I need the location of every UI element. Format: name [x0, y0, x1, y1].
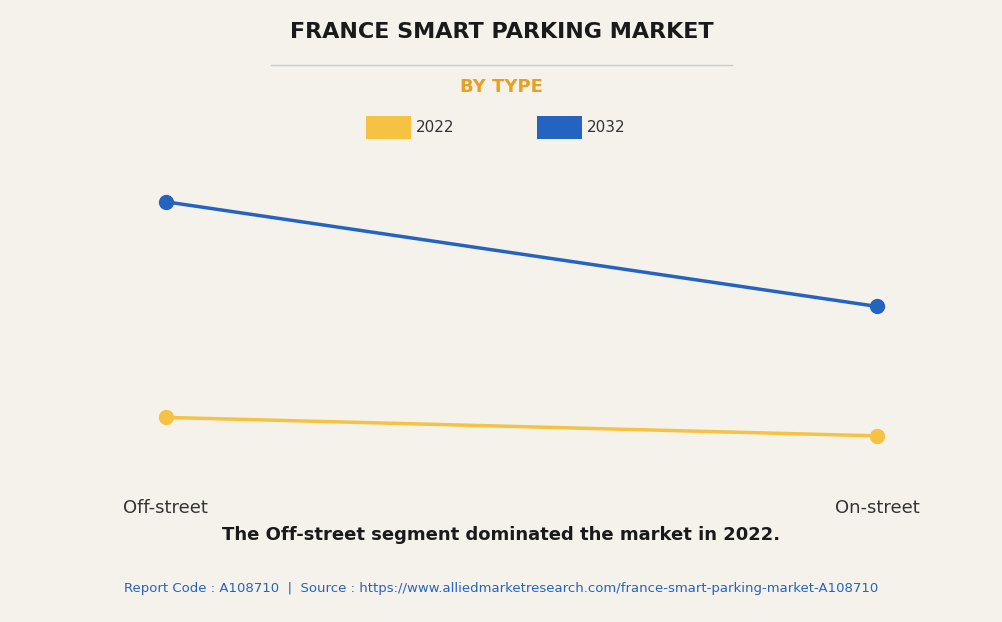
Text: 2022: 2022: [416, 120, 454, 135]
Text: FRANCE SMART PARKING MARKET: FRANCE SMART PARKING MARKET: [290, 22, 712, 42]
Text: BY TYPE: BY TYPE: [460, 78, 542, 96]
Text: The Off-street segment dominated the market in 2022.: The Off-street segment dominated the mar…: [222, 526, 780, 544]
Text: Report Code : A108710  |  Source : https://www.alliedmarketresearch.com/france-s: Report Code : A108710 | Source : https:/…: [124, 582, 878, 595]
Text: 2032: 2032: [586, 120, 625, 135]
